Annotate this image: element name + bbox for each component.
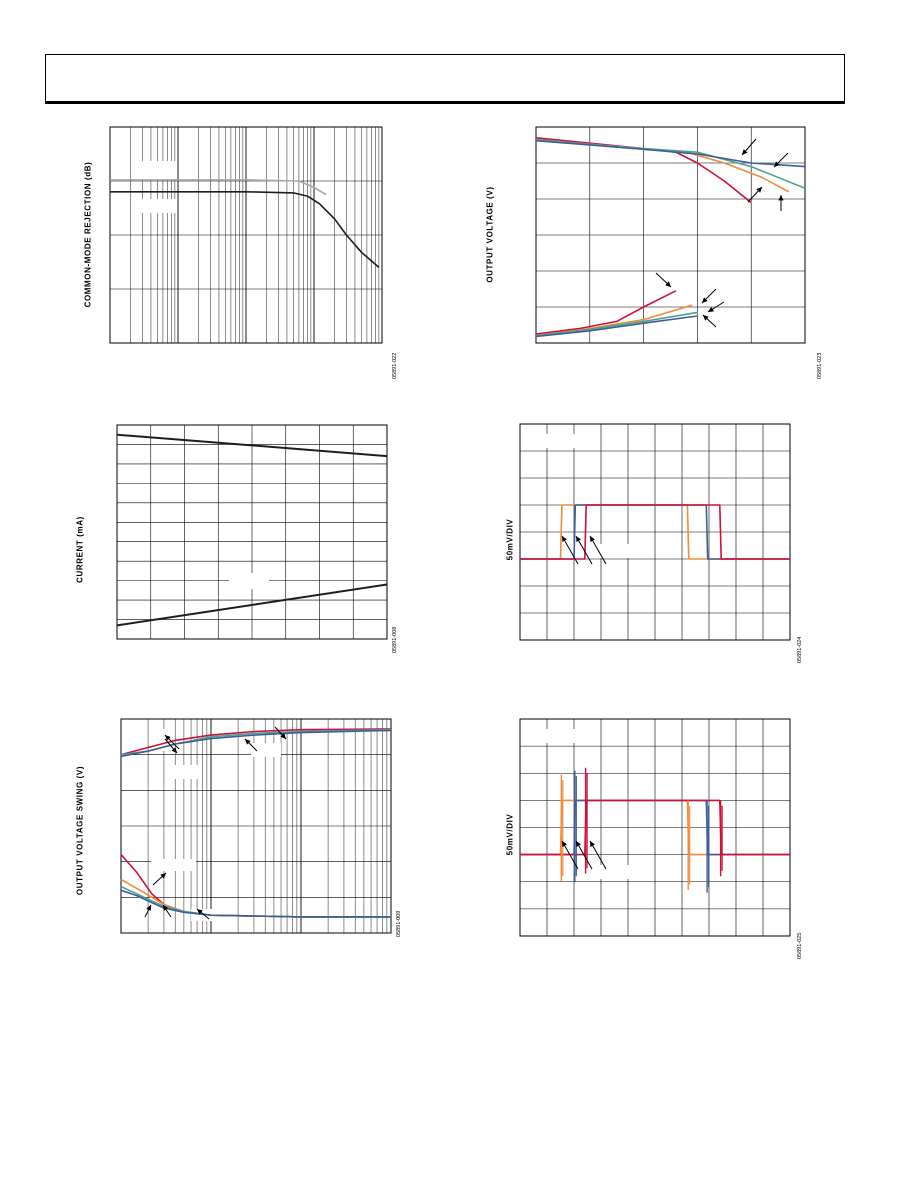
series-line-8 (535, 315, 698, 338)
annotation-arrowhead (160, 873, 166, 879)
series-line-1 (116, 433, 388, 458)
annotation-arrowhead (665, 281, 671, 287)
page-header-box (45, 54, 845, 102)
swing-chart (120, 718, 392, 934)
output-voltage-chart (535, 126, 806, 344)
annotation-arrowhead (197, 909, 203, 915)
pulse-small-chart (519, 423, 791, 641)
annotation-mask (166, 765, 198, 779)
annotation-arrowhead (708, 306, 714, 312)
annotation-mask (229, 573, 269, 589)
annotation-arrowhead (742, 149, 748, 155)
annotation-mask (530, 729, 578, 743)
cmrr-figure-id: 05891-022 (392, 352, 398, 379)
annotation-arrowhead (576, 536, 581, 542)
current-figure-id: 05891-008 (392, 626, 398, 653)
annotation-mask (600, 865, 630, 879)
series-line-4 (535, 139, 806, 168)
annotation-arrowhead (562, 841, 567, 847)
annotation-arrowhead (703, 315, 709, 321)
series-line-3 (520, 799, 790, 856)
annotation-arrowhead (562, 536, 567, 542)
page-header-rule (45, 101, 845, 104)
series-line-1 (110, 179, 327, 196)
annotation-arrowhead (171, 747, 177, 753)
annotation-arrowhead (590, 536, 595, 542)
output-voltage-y-axis-label: OUTPUT VOLTAGE (V) (485, 186, 495, 283)
pulse-small-figure-id: 05891-024 (797, 636, 803, 663)
annotation-arrowhead (702, 297, 708, 303)
annotation-mask (530, 434, 578, 448)
annotation-arrowhead (280, 733, 286, 739)
annotation-arrowhead (146, 905, 151, 911)
annotation-mask (140, 199, 176, 213)
annotation-arrowhead (778, 195, 784, 201)
pulse-large-figure-id: 05891-025 (797, 932, 803, 959)
series-line-3 (120, 729, 392, 758)
annotation-arrowhead (163, 905, 169, 911)
pulse-small-y-axis-label: 50mV/DIV (505, 518, 515, 561)
series-line-3 (520, 504, 790, 560)
annotation-mask (595, 544, 640, 558)
annotation-arrowhead (576, 841, 581, 847)
annotation-arrowhead (165, 735, 171, 741)
series-line-2 (116, 583, 388, 627)
cmrr-y-axis-label: COMMON-MODE REJECTION (dB) (83, 161, 93, 308)
series-line-7 (120, 889, 391, 918)
series-line-7 (535, 311, 698, 337)
annotation-arrowhead (756, 187, 762, 193)
annotation-arrowhead (245, 739, 251, 745)
annotation-arrowhead (774, 161, 780, 167)
annotation-mask (251, 743, 281, 757)
annotation-mask (140, 161, 176, 179)
current-chart (116, 424, 388, 640)
annotation-arrowhead (590, 841, 595, 847)
series-line-5 (535, 290, 677, 335)
output-voltage-figure-id: 05891-023 (817, 352, 823, 379)
current-y-axis-label: CURRENT (mA) (75, 516, 85, 583)
pulse-large-chart (519, 718, 791, 937)
series-line-1 (120, 728, 392, 756)
swing-y-axis-label: OUTPUT VOLTAGE SWING (V) (75, 765, 85, 896)
pulse-large-y-axis-label: 50mV/DIV (505, 813, 515, 856)
swing-figure-id: 05891-009 (396, 910, 402, 937)
series-line-2 (110, 191, 380, 269)
series-line-5 (120, 878, 391, 918)
cmrr-chart (109, 126, 383, 344)
annotation-mask (151, 859, 196, 871)
